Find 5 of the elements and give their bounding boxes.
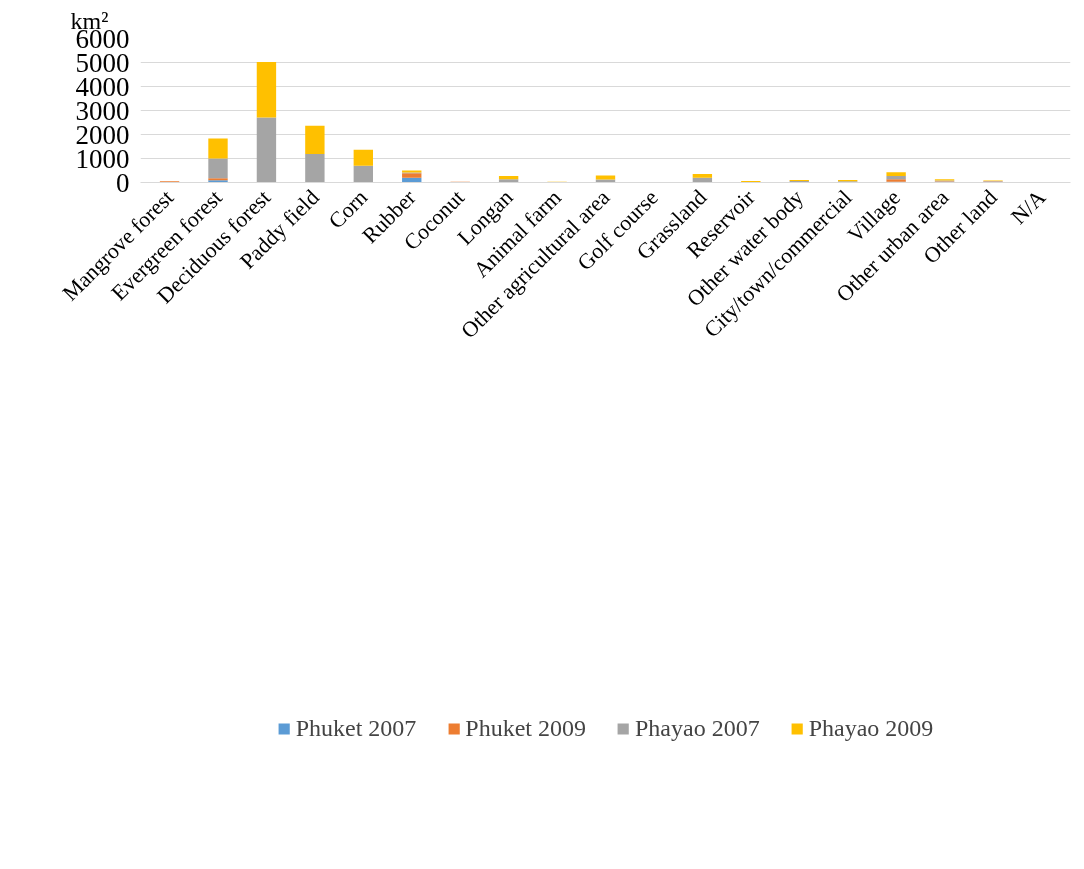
legend-label: Phayao 2007 — [635, 714, 760, 742]
legend-label: Phuket 2007 — [295, 714, 417, 742]
legend-label: Phuket 2009 — [465, 714, 587, 742]
x-tick-label: N/A — [1005, 184, 1051, 230]
legend-label: Phayao 2009 — [808, 714, 934, 742]
